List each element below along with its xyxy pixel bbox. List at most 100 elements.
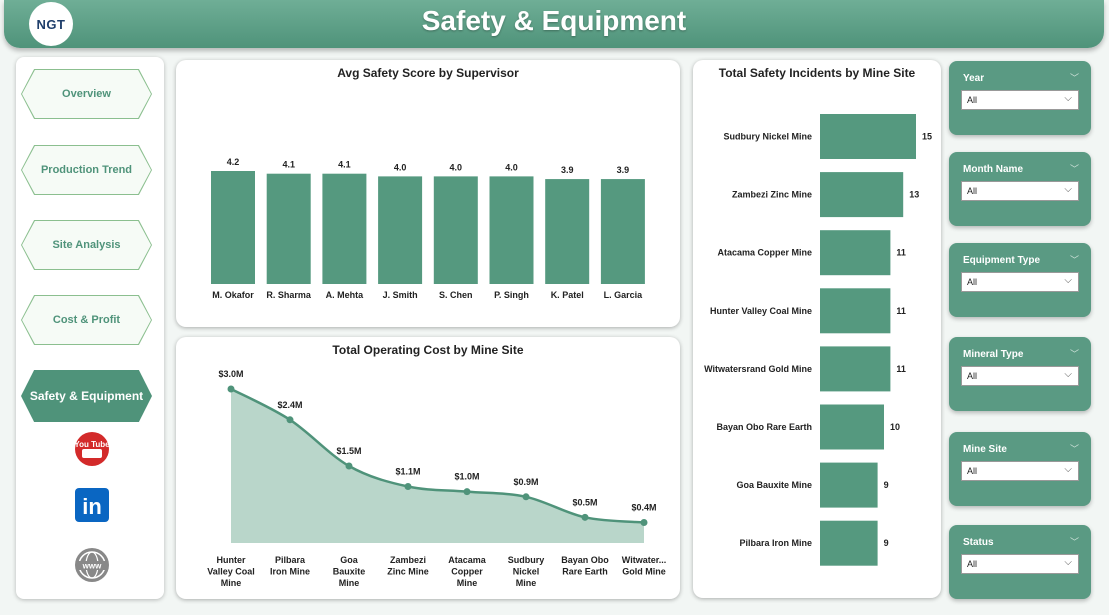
filter-status: Status ﹀ All ⌵	[949, 525, 1091, 599]
nav-label: Site Analysis	[22, 221, 151, 269]
bar[interactable]	[322, 173, 367, 284]
youtube-icon[interactable]: You Tube	[74, 431, 110, 467]
data-label: 11	[896, 364, 906, 374]
area-fill	[231, 389, 644, 543]
filter-label: Mineral Type	[963, 349, 1024, 360]
data-point[interactable]	[286, 416, 294, 424]
bar[interactable]	[820, 114, 916, 159]
filter-label: Year	[963, 73, 985, 84]
bar[interactable]	[820, 346, 891, 392]
dropdown-value: All	[967, 466, 978, 476]
equipment-type-dropdown[interactable]: All ⌵	[961, 272, 1079, 292]
linkedin-icon[interactable]: in	[74, 487, 110, 523]
collapse-chevron-icon[interactable]: ﹀	[1069, 73, 1079, 83]
month-name-dropdown[interactable]: All ⌵	[961, 181, 1079, 201]
data-point[interactable]	[227, 385, 235, 393]
data-label: $2.4M	[277, 400, 302, 410]
bar[interactable]	[378, 176, 423, 284]
collapse-chevron-icon[interactable]: ﹀	[1069, 164, 1079, 174]
company-logo: NGT	[29, 2, 73, 46]
mine-site-dropdown[interactable]: All ⌵	[961, 461, 1079, 481]
data-point[interactable]	[463, 488, 471, 496]
chart-title: Total Operating Cost by Mine Site	[332, 343, 524, 357]
nav-cost-profit-button[interactable]: Cost & Profit	[21, 295, 152, 345]
category-label: Hunter Valley Coal Mine	[710, 306, 812, 316]
filter-label: Month Name	[963, 164, 1023, 175]
nav-overview-button[interactable]: Overview	[21, 69, 152, 119]
category-label: Bayan Obo Rare Earth	[716, 422, 812, 432]
category-label: R. Sharma	[266, 290, 312, 300]
nav-label: Cost & Profit	[22, 296, 151, 344]
filter-label: Mine Site	[963, 444, 1007, 455]
collapse-chevron-icon[interactable]: ﹀	[1069, 255, 1079, 265]
bar[interactable]	[489, 176, 534, 284]
bar[interactable]	[433, 176, 478, 284]
status-dropdown[interactable]: All ⌵	[961, 554, 1079, 574]
safety-score-chart: 4.2 M. Okafor 4.1 R. Sharma 4.1 A. Mehta 4.0 J.…	[211, 157, 645, 300]
chevron-down-icon: ⌵	[1064, 464, 1072, 475]
category-label: Goa Bauxite Mine	[333, 555, 366, 588]
dropdown-value: All	[967, 559, 978, 569]
data-point[interactable]	[404, 483, 412, 491]
data-label: $1.1M	[395, 467, 420, 477]
filter-year: Year ﹀ All ⌵	[949, 61, 1091, 135]
category-label: L. Garcia	[604, 290, 644, 300]
year-dropdown[interactable]: All ⌵	[961, 90, 1079, 110]
bar[interactable]	[211, 171, 255, 284]
data-label: $0.9M	[513, 477, 538, 487]
data-label: 11	[896, 248, 906, 258]
header-bar: NGT Safety & Equipment	[4, 0, 1104, 48]
bar[interactable]	[545, 179, 590, 284]
bar[interactable]	[820, 288, 891, 334]
collapse-chevron-icon[interactable]: ﹀	[1069, 349, 1079, 359]
nav-label: Safety & Equipment	[22, 371, 151, 421]
incidents-card: Total Safety Incidents by Mine Site Sudb…	[693, 60, 941, 598]
data-point[interactable]	[640, 518, 648, 526]
bar[interactable]	[820, 404, 884, 450]
collapse-chevron-icon[interactable]: ﹀	[1069, 444, 1079, 454]
bar[interactable]	[820, 462, 878, 508]
nav-label: Production Trend	[22, 146, 151, 194]
bar[interactable]	[820, 520, 878, 566]
logo-text: NGT	[36, 16, 66, 32]
nav-site-analysis-button[interactable]: Site Analysis	[21, 220, 152, 270]
filter-label: Status	[963, 537, 994, 548]
chevron-down-icon: ⌵	[1064, 275, 1072, 286]
data-label: 4.0	[450, 162, 463, 172]
youtube-text: You Tube	[74, 440, 110, 449]
nav-safety-equipment-button[interactable]: Safety & Equipment	[21, 370, 152, 422]
bar[interactable]	[820, 172, 904, 218]
data-point[interactable]	[581, 513, 589, 521]
data-label: 10	[890, 422, 900, 432]
website-icon[interactable]: www	[74, 547, 110, 583]
category-label: Sudbury Nickel Mine	[508, 555, 545, 588]
data-label: 4.2	[227, 157, 240, 167]
bar[interactable]	[820, 230, 891, 276]
website-text: www	[82, 562, 102, 571]
data-label: 3.9	[617, 165, 630, 175]
category-label: Hunter Valley Coal Mine	[207, 555, 255, 588]
data-label: 15	[922, 132, 932, 142]
dropdown-value: All	[967, 371, 978, 381]
collapse-chevron-icon[interactable]: ﹀	[1069, 537, 1079, 547]
data-label: $0.5M	[572, 497, 597, 507]
data-label: 3.9	[561, 165, 574, 175]
nav-production-trend-button[interactable]: Production Trend	[21, 145, 152, 195]
category-label: Zambezi Zinc Mine	[387, 555, 429, 577]
data-point[interactable]	[522, 493, 530, 501]
chevron-down-icon: ⌵	[1064, 369, 1072, 380]
bar[interactable]	[600, 179, 645, 284]
bar[interactable]	[266, 173, 311, 284]
safety-score-card: Avg Safety Score by Supervisor 4.2 M. Oka…	[176, 60, 680, 327]
mineral-type-dropdown[interactable]: All ⌵	[961, 366, 1079, 386]
data-label: 9	[884, 480, 889, 490]
data-point[interactable]	[345, 462, 353, 470]
category-label: Atacama Copper Mine	[448, 555, 487, 588]
category-label: Zambezi Zinc Mine	[732, 190, 812, 200]
data-label: 4.0	[505, 162, 518, 172]
operating-cost-chart: $3.0M Hunter Valley Coal Mine $2.4M Pilbara Ir…	[207, 369, 666, 588]
chart-title: Total Safety Incidents by Mine Site	[718, 66, 916, 80]
category-label: Pilbara Iron Mine	[739, 538, 812, 548]
category-label: Sudbury Nickel Mine	[723, 132, 812, 142]
category-label: Atacama Copper Mine	[717, 248, 812, 258]
